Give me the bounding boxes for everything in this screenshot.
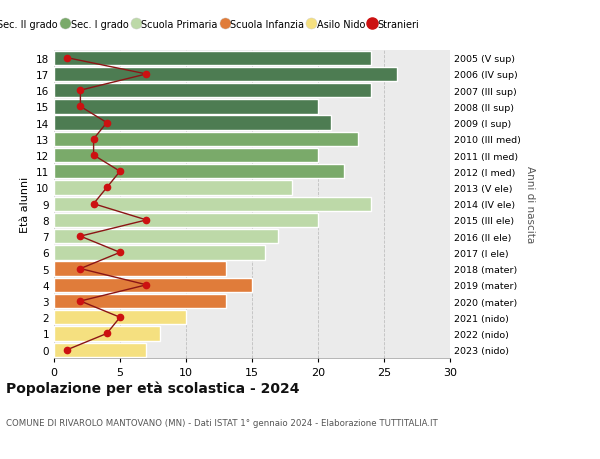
Bar [54,149,318,163]
Bar [54,230,278,244]
Bar [54,278,252,292]
Bar [54,51,371,66]
Bar [54,294,226,308]
Text: Popolazione per età scolastica - 2024: Popolazione per età scolastica - 2024 [6,381,299,396]
Text: COMUNE DI RIVAROLO MANTOVANO (MN) - Dati ISTAT 1° gennaio 2024 - Elaborazione TU: COMUNE DI RIVAROLO MANTOVANO (MN) - Dati… [6,418,438,427]
Y-axis label: Anni di nascita: Anni di nascita [525,166,535,243]
Bar [54,181,292,195]
Bar [54,67,397,82]
Bar [54,100,318,114]
Bar [54,246,265,260]
Bar [54,165,344,179]
Bar [54,197,371,212]
Y-axis label: Età alunni: Età alunni [20,176,31,232]
Bar [54,262,226,276]
Bar [54,213,318,228]
Bar [54,327,160,341]
Bar [54,310,186,325]
Bar [54,116,331,130]
Bar [54,132,358,146]
Legend: Sec. II grado, Sec. I grado, Scuola Primaria, Scuola Infanzia, Asilo Nido, Stran: Sec. II grado, Sec. I grado, Scuola Prim… [0,20,419,30]
Bar [54,84,371,98]
Bar [54,343,146,357]
